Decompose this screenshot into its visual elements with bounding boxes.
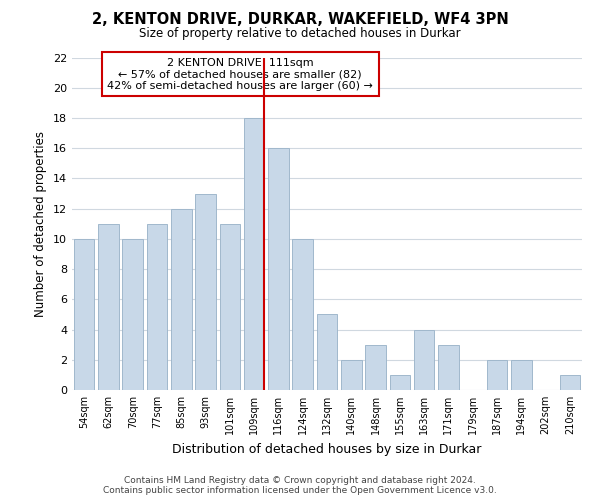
- Bar: [389, 375, 410, 390]
- Bar: [511, 360, 532, 390]
- Text: 2, KENTON DRIVE, DURKAR, WAKEFIELD, WF4 3PN: 2, KENTON DRIVE, DURKAR, WAKEFIELD, WF4 …: [92, 12, 508, 28]
- Bar: [244, 118, 265, 390]
- Bar: [414, 330, 434, 390]
- Bar: [220, 224, 240, 390]
- Bar: [292, 239, 313, 390]
- Bar: [341, 360, 362, 390]
- X-axis label: Distribution of detached houses by size in Durkar: Distribution of detached houses by size …: [172, 442, 482, 456]
- Bar: [560, 375, 580, 390]
- Bar: [438, 344, 459, 390]
- Bar: [171, 208, 191, 390]
- Bar: [195, 194, 216, 390]
- Text: 2 KENTON DRIVE: 111sqm
← 57% of detached houses are smaller (82)
42% of semi-det: 2 KENTON DRIVE: 111sqm ← 57% of detached…: [107, 58, 373, 90]
- Text: Size of property relative to detached houses in Durkar: Size of property relative to detached ho…: [139, 28, 461, 40]
- Bar: [268, 148, 289, 390]
- Bar: [487, 360, 508, 390]
- Bar: [122, 239, 143, 390]
- Bar: [317, 314, 337, 390]
- Bar: [98, 224, 119, 390]
- Bar: [365, 344, 386, 390]
- Y-axis label: Number of detached properties: Number of detached properties: [34, 130, 47, 317]
- Bar: [74, 239, 94, 390]
- Bar: [146, 224, 167, 390]
- Text: Contains HM Land Registry data © Crown copyright and database right 2024.
Contai: Contains HM Land Registry data © Crown c…: [103, 476, 497, 495]
